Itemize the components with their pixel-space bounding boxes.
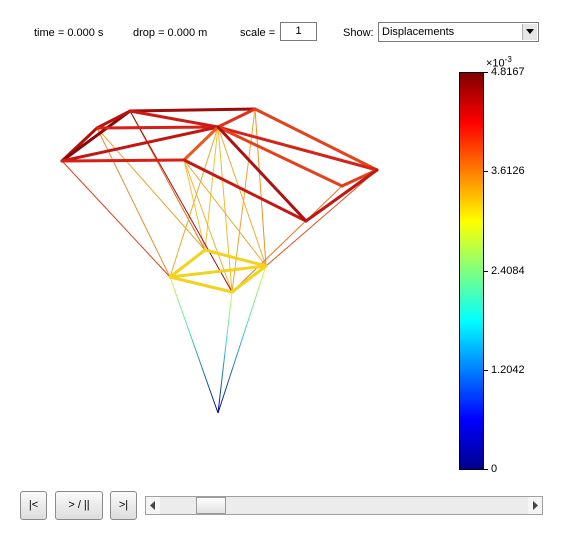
- colorbar-tick: [484, 469, 488, 470]
- play-pause-button[interactable]: > / ||: [55, 491, 103, 520]
- rewind-button[interactable]: |<: [20, 491, 47, 520]
- colorbar-tick: [484, 171, 488, 172]
- colorbar-exponent-base: ×10: [486, 57, 505, 70]
- scale-input[interactable]: 1: [280, 22, 317, 41]
- time-readout: time = 0.000 s: [34, 27, 104, 39]
- slider-right-arrow-icon[interactable]: [528, 497, 542, 514]
- colorbar-tick-label: 2.4084: [491, 265, 525, 277]
- colorbar-exponent-power: -3: [504, 55, 512, 64]
- time-slider[interactable]: [145, 496, 543, 515]
- show-dropdown[interactable]: Displacements: [378, 22, 539, 42]
- scale-label: scale =: [240, 27, 276, 39]
- structure-plot: [60, 107, 379, 414]
- dropdown-arrow-icon[interactable]: [522, 24, 537, 40]
- colorbar-tick: [484, 370, 488, 371]
- colorbar-tick-label: 1.2042: [491, 364, 525, 376]
- show-dropdown-value: Displacements: [382, 26, 455, 38]
- colorbar-tick-label: 4.8167: [491, 66, 525, 78]
- colorbar-tick: [484, 271, 488, 272]
- drop-readout: drop = 0.000 m: [133, 27, 208, 39]
- colorbar-tick: [484, 72, 488, 73]
- slider-thumb[interactable]: [196, 497, 226, 514]
- colorbar-tick-label: 3.6126: [491, 165, 525, 177]
- colorbar-exponent: ×10-3: [486, 55, 512, 70]
- slider-left-arrow-icon[interactable]: [146, 497, 160, 514]
- colorbar-tick-label: 0: [491, 463, 498, 475]
- show-label: Show:: [343, 27, 374, 39]
- colorbar: [459, 72, 484, 470]
- end-button[interactable]: >|: [110, 491, 137, 520]
